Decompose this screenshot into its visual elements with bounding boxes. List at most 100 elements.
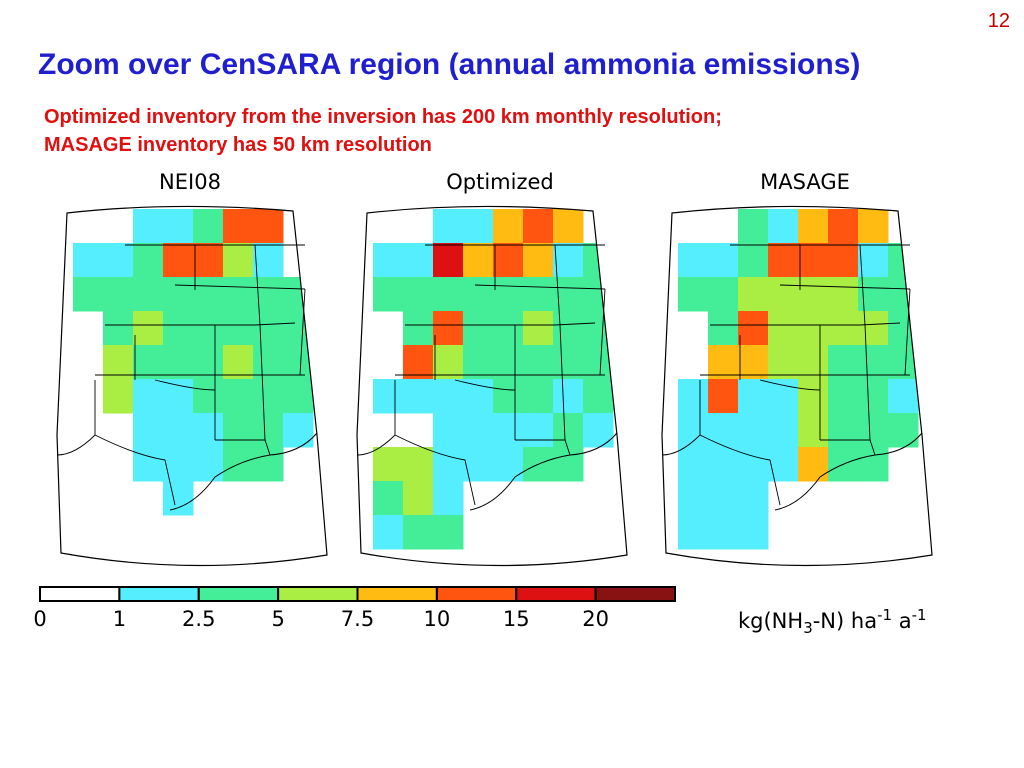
grid-cell [708, 243, 739, 278]
grid-cell [678, 413, 709, 448]
state-border [254, 244, 261, 326]
grid-cell [678, 515, 709, 550]
grid-cell [858, 413, 889, 448]
state-border [454, 379, 516, 391]
grid-cell [828, 379, 859, 414]
grid-cell [493, 379, 524, 414]
units-label: kg(NH3-N) ha-1 a-1 [738, 606, 927, 638]
grid-cell [888, 379, 919, 414]
state-border [599, 288, 606, 376]
state-border [259, 324, 266, 441]
grid-cell [283, 277, 314, 312]
grid-cell [403, 379, 434, 414]
colorbar-tick-label: 15 [502, 607, 530, 631]
grid-cell [463, 345, 494, 380]
grid-cell [493, 345, 524, 380]
grid-cell [463, 311, 494, 346]
grid-cell [433, 311, 464, 346]
map-panel-optimized [355, 205, 645, 575]
state-border [820, 439, 876, 456]
colorbar-tick-label: 10 [423, 607, 451, 631]
grid-cell [73, 277, 104, 312]
grid-cell [738, 277, 769, 312]
map-panel-masage [660, 205, 950, 575]
grid-cell [708, 277, 739, 312]
map-frame [661, 205, 933, 567]
state-border [559, 324, 566, 441]
grid-cell [433, 413, 464, 448]
grid-cell [133, 277, 164, 312]
state-border [394, 434, 476, 506]
grid-cell [523, 209, 554, 244]
grid-cell [858, 345, 889, 380]
grid-cell [678, 243, 709, 278]
grid-cell [73, 243, 104, 278]
grid-cell [798, 209, 829, 244]
grid-cell [738, 515, 769, 550]
grid-cell [163, 379, 194, 414]
grid-cell [678, 277, 709, 312]
grid-cell [223, 243, 254, 278]
grid-cell [888, 311, 919, 346]
colorbar-tick-label: 5 [271, 607, 285, 631]
state-border [710, 322, 901, 326]
grid-cell [193, 209, 224, 244]
state-border [405, 322, 596, 326]
grid-cell [553, 243, 584, 278]
grid-cell [433, 277, 464, 312]
grid-cell [798, 413, 829, 448]
grid-cell [858, 447, 889, 482]
colorbar [38, 585, 678, 608]
state-border [56, 380, 96, 456]
grid-cell [798, 311, 829, 346]
map-frame [356, 205, 628, 567]
grid-cell [738, 379, 769, 414]
grid-cell [403, 311, 434, 346]
grid-cell [163, 243, 194, 278]
grid-cell [133, 345, 164, 380]
grid-cell [193, 277, 224, 312]
grid-cell [103, 345, 134, 380]
grid-cell [553, 345, 584, 380]
coastline [469, 432, 618, 511]
grid-cell [858, 311, 889, 346]
colorbar-tick-label: 0 [33, 607, 47, 631]
grid-cell [768, 413, 799, 448]
grid-cell [433, 515, 464, 550]
page-title: Zoom over CenSARA region (annual ammonia… [38, 48, 861, 81]
grid-cell [283, 311, 314, 346]
state-border [515, 439, 571, 456]
state-border [661, 380, 701, 456]
grid-cell [523, 413, 554, 448]
grid-cell [523, 311, 554, 346]
state-border [699, 434, 781, 506]
grid-cell [678, 379, 709, 414]
grid-cell [433, 209, 464, 244]
grid-cell [163, 311, 194, 346]
colorbar-tick-label: 2.5 [182, 607, 216, 631]
grid-cell [858, 243, 889, 278]
grid-cell [373, 515, 404, 550]
grid-cell [858, 209, 889, 244]
grid-cell [708, 311, 739, 346]
grid-cell [708, 379, 739, 414]
grid-cell [828, 277, 859, 312]
grid-cell [493, 311, 524, 346]
map-panel-nei08 [55, 205, 345, 575]
state-border [174, 284, 306, 290]
grid-cell [678, 481, 709, 516]
grid-cell [553, 311, 584, 346]
grid-cell [463, 209, 494, 244]
grid-cell [433, 481, 464, 516]
grid-cell [433, 447, 464, 482]
grid-cell [163, 209, 194, 244]
grid-cell [738, 447, 769, 482]
coastline [169, 432, 318, 511]
grid-cell [523, 345, 554, 380]
map-frame [56, 205, 328, 567]
grid-cell [583, 379, 614, 414]
grid-cell [768, 447, 799, 482]
grid-cell [253, 209, 284, 244]
colorbar-segment [356, 586, 438, 602]
grid-cell [828, 209, 859, 244]
